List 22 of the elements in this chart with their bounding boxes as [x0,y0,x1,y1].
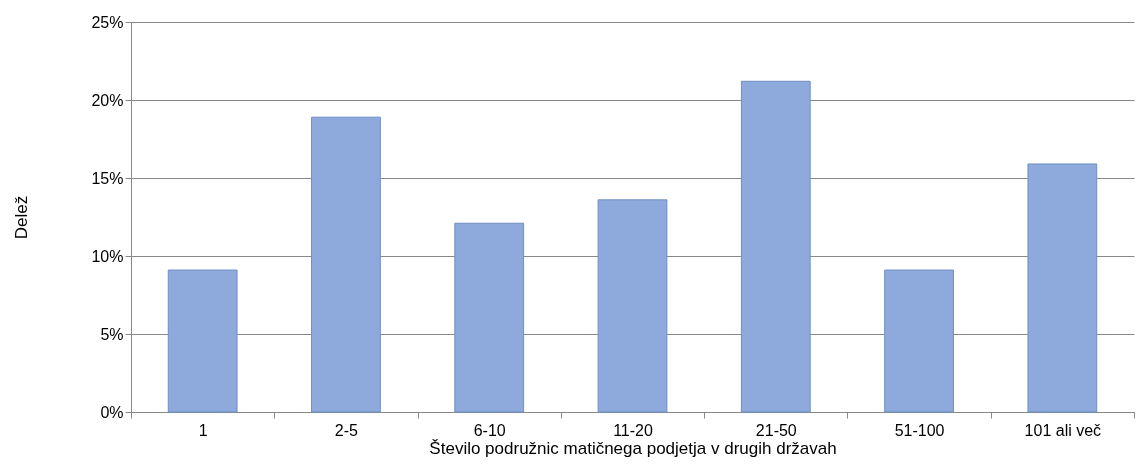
bar [597,199,668,413]
y-tick-label: 5% [100,325,124,343]
x-tick-label: 1 [198,421,208,439]
x-tick-label: 2-5 [334,421,359,439]
x-axis-title: Število podružnic matičnega podjetja v drugih državah [429,438,837,458]
bar [167,269,238,413]
x-tick-label: 11-20 [613,421,653,439]
y-tick-label: 10% [91,247,124,265]
y-tick-label: 25% [91,13,124,31]
x-tick-label: 6-10 [473,421,506,439]
y-tick-label: 20% [91,91,124,109]
bar [311,116,381,413]
bar [1027,163,1098,413]
x-tick-label: 101 ali več [1024,421,1102,439]
y-tick-label: 15% [91,169,124,187]
bar [740,80,811,413]
x-tick-label: 51-100 [894,421,945,439]
y-axis-title: Delež [12,195,32,240]
x-tick-label: 21-50 [755,421,797,439]
y-tick-label: 0% [100,403,124,421]
bar [454,222,525,413]
bar [884,269,954,413]
